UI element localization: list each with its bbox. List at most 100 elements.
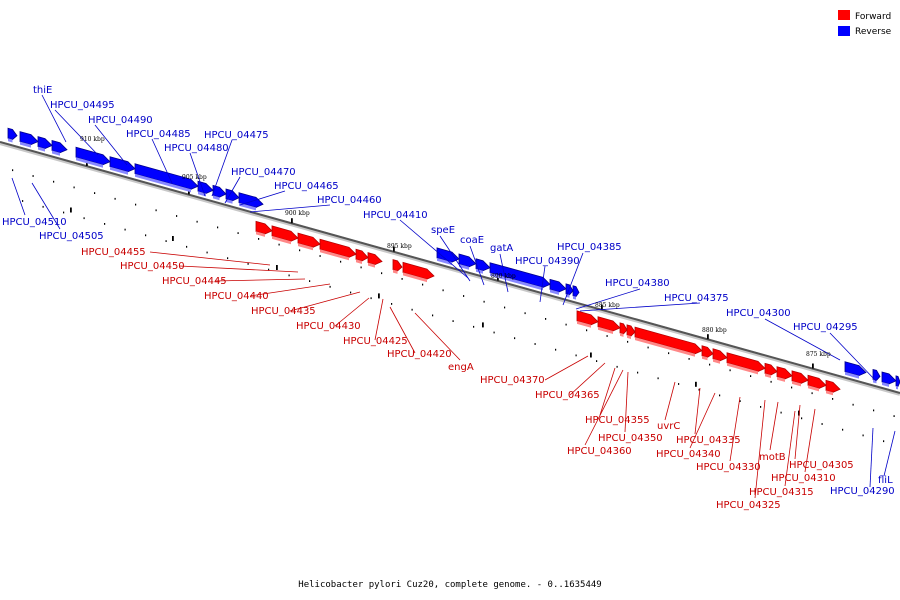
gene-label-HPCU_04485[interactable]: HPCU_04485 [126,129,191,140]
gene-label-HPCU_04425[interactable]: HPCU_04425 [343,336,408,347]
gene-label-HPCU_04455[interactable]: HPCU_04455 [81,247,146,258]
gene-label-HPCU_04510[interactable]: HPCU_04510 [2,217,67,228]
reverse-gene-shape[interactable] [549,278,567,293]
forward-gene-shape[interactable] [355,248,369,262]
forward-gene-shape[interactable] [807,374,827,389]
reverse-gene-shape[interactable] [197,180,214,194]
forward-gene-arrow[interactable] [576,310,599,328]
forward-gene-shape[interactable] [597,316,621,332]
reverse-gene-shape[interactable] [895,375,900,387]
gene-label-HPCU_04450[interactable]: HPCU_04450 [120,261,185,272]
forward-gene-arrow[interactable] [807,374,827,392]
forward-gene-arrow[interactable] [825,379,841,396]
forward-gene-shape[interactable] [392,259,403,272]
forward-gene-shape[interactable] [319,238,357,258]
reverse-gene-arrow[interactable] [872,368,881,384]
forward-gene-arrow[interactable] [355,248,369,264]
forward-gene-shape[interactable] [776,366,793,380]
forward-gene-arrow[interactable] [626,324,636,339]
reverse-gene-arrow[interactable] [7,127,18,143]
forward-gene-shape[interactable] [297,232,321,248]
reverse-gene-arrow[interactable] [458,253,477,270]
forward-gene-arrow[interactable] [255,220,273,237]
gene-label-HPCU_04390[interactable]: HPCU_04390 [515,256,580,267]
gene-label-HPCU_04410[interactable]: HPCU_04410 [363,210,428,221]
gene-label-HPCU_04375[interactable]: HPCU_04375 [664,293,729,304]
forward-gene-shape[interactable] [626,324,636,337]
gene-label-HPCU_04330[interactable]: HPCU_04330 [696,462,761,473]
reverse-gene-shape[interactable] [109,156,136,173]
reverse-gene-arrow[interactable] [197,180,214,197]
gene-label-HPCU_04300[interactable]: HPCU_04300 [726,308,791,319]
reverse-gene-arrow[interactable] [134,163,199,193]
reverse-gene-arrow[interactable] [436,247,460,266]
gene-label-HPCU_04445[interactable]: HPCU_04445 [162,276,227,287]
gene-label-HPCU_04495[interactable]: HPCU_04495 [50,100,115,111]
gene-label-HPCU_04290[interactable]: HPCU_04290 [830,486,895,497]
gene-label-uvrC[interactable]: uvrC [657,421,680,432]
gene-label-HPCU_04420[interactable]: HPCU_04420 [387,349,452,360]
forward-gene-shape[interactable] [271,225,299,242]
gene-label-HPCU_04350[interactable]: HPCU_04350 [598,433,663,444]
forward-gene-arrow[interactable] [597,316,621,334]
forward-gene-arrow[interactable] [402,261,435,283]
gene-label-HPCU_04430[interactable]: HPCU_04430 [296,321,361,332]
reverse-gene-arrow[interactable] [75,146,111,168]
gene-label-HPCU_04360[interactable]: HPCU_04360 [567,446,632,457]
forward-gene-arrow[interactable] [619,322,628,337]
gene-label-HPCU_04325[interactable]: HPCU_04325 [716,500,781,511]
forward-gene-arrow[interactable] [791,370,809,387]
forward-gene-shape[interactable] [764,362,778,376]
gene-label-HPCU_04460[interactable]: HPCU_04460 [317,195,382,206]
gene-label-speE[interactable]: speE [431,225,455,236]
gene-label-HPCU_04470[interactable]: HPCU_04470 [231,167,296,178]
gene-label-HPCU_04315[interactable]: HPCU_04315 [749,487,814,498]
reverse-gene-shape[interactable] [844,361,867,377]
reverse-gene-shape[interactable] [225,188,240,202]
gene-label-HPCU_04380[interactable]: HPCU_04380 [605,278,670,289]
gene-label-HPCU_04385[interactable]: HPCU_04385 [557,242,622,253]
reverse-gene-shape[interactable] [881,371,897,385]
forward-gene-shape[interactable] [255,220,273,235]
reverse-gene-shape[interactable] [458,253,477,268]
forward-gene-arrow[interactable] [776,366,793,382]
forward-gene-shape[interactable] [701,345,714,358]
reverse-gene-arrow[interactable] [51,139,68,156]
forward-gene-shape[interactable] [576,310,599,326]
forward-gene-arrow[interactable] [764,362,778,378]
gene-label-HPCU_04310[interactable]: HPCU_04310 [771,473,836,484]
gene-label-HPCU_04490[interactable]: HPCU_04490 [88,115,153,126]
reverse-gene-arrow[interactable] [109,156,136,175]
forward-gene-shape[interactable] [367,252,383,266]
forward-gene-shape[interactable] [791,370,809,384]
reverse-gene-arrow[interactable] [572,285,580,300]
reverse-gene-shape[interactable] [37,136,53,150]
forward-gene-shape[interactable] [712,348,728,362]
forward-gene-arrow[interactable] [367,252,383,268]
gene-label-thiE[interactable]: thiE [33,85,52,96]
forward-gene-arrow[interactable] [712,348,728,364]
gene-label-coaE[interactable]: coaE [460,235,484,246]
gene-label-HPCU_04480[interactable]: HPCU_04480 [164,143,229,154]
gene-label-HPCU_04475[interactable]: HPCU_04475 [204,130,269,141]
reverse-gene-shape[interactable] [565,283,574,296]
gene-label-HPCU_04340[interactable]: HPCU_04340 [656,449,721,460]
reverse-gene-arrow[interactable] [844,361,867,379]
reverse-gene-arrow[interactable] [489,262,551,291]
forward-gene-arrow[interactable] [701,345,714,361]
forward-gene-arrow[interactable] [392,259,403,274]
gene-label-engA[interactable]: engA [448,362,474,373]
reverse-gene-arrow[interactable] [19,131,39,148]
reverse-gene-arrow[interactable] [881,371,897,387]
reverse-gene-shape[interactable] [51,139,68,154]
gene-label-HPCU_04465[interactable]: HPCU_04465 [274,181,339,192]
forward-gene-shape[interactable] [726,352,766,372]
gene-label-fliL[interactable]: fliL [878,475,893,486]
gene-label-HPCU_04370[interactable]: HPCU_04370 [480,375,545,386]
reverse-gene-shape[interactable] [572,285,580,298]
reverse-gene-arrow[interactable] [549,278,567,295]
reverse-gene-arrow[interactable] [895,375,900,390]
gene-label-HPCU_04440[interactable]: HPCU_04440 [204,291,269,302]
gene-label-HPCU_04355[interactable]: HPCU_04355 [585,415,650,426]
gene-label-HPCU_04365[interactable]: HPCU_04365 [535,390,600,401]
